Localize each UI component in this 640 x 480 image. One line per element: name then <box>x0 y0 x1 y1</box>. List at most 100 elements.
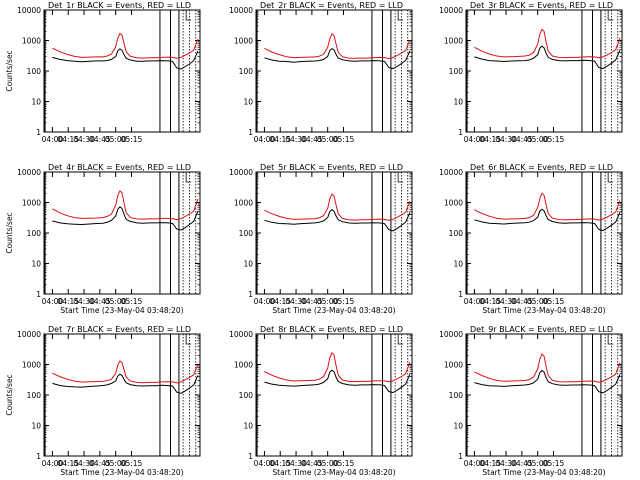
chart-title: Det_2r BLACK = Events, RED = LLD <box>260 1 403 10</box>
y-tick-label: 10 <box>31 422 41 431</box>
series-line-events <box>474 45 621 70</box>
series-line-events <box>264 369 411 394</box>
x-tick-label: 04:30 <box>73 135 95 144</box>
chart-title: Det_3r BLACK = Events, RED = LLD <box>470 1 613 10</box>
marker-bracket <box>397 10 404 21</box>
marker-bracket <box>607 334 614 345</box>
x-tick-label: 05:15 <box>543 135 565 144</box>
series-line-lld <box>52 360 199 384</box>
y-tick-label: 10 <box>453 422 463 431</box>
plot-frame <box>465 9 623 133</box>
chart-panel-2: Det_2r BLACK = Events, RED = LLD 1 10 100 10… <box>229 1 413 144</box>
x-tick-label: 04:00 <box>42 135 64 144</box>
series-line-events <box>474 208 621 232</box>
chart-panel-7: Det_7r BLACK = Events, RED = LLD 1 10 100 10… <box>5 325 201 477</box>
x-tick-label: 04:00 <box>254 459 276 468</box>
x-axis-label: Start Time (23-May-04 03:48:20) <box>482 306 605 315</box>
x-tick-label: 04:45 <box>301 135 323 144</box>
chart-title: Det_5r BLACK = Events, RED = LLD <box>260 163 403 172</box>
chart-panel-5: Det_5r BLACK = Events, RED = LLD 1 10 100 10… <box>229 163 413 315</box>
x-tick-label: 04:00 <box>464 297 486 306</box>
y-tick-label: 1000 <box>234 361 253 370</box>
plot-frame <box>43 9 201 133</box>
x-tick-label: 04:30 <box>495 459 517 468</box>
series-line-lld <box>264 33 411 60</box>
x-tick-label: 05:15 <box>333 459 355 468</box>
x-tick-label: 04:45 <box>89 459 111 468</box>
x-tick-label: 05:00 <box>105 297 127 306</box>
y-tick-label: 10000 <box>17 330 41 339</box>
series-line-events <box>52 48 199 70</box>
x-tick-label: 04:30 <box>73 459 95 468</box>
y-tick-label: 10000 <box>439 330 463 339</box>
x-tick-label: 04:15 <box>479 459 501 468</box>
x-tick-label: 05:15 <box>121 297 143 306</box>
x-tick-label: 04:15 <box>269 135 291 144</box>
x-tick-label: 04:30 <box>285 135 307 144</box>
y-tick-label: 10000 <box>439 168 463 177</box>
y-tick-label: 10000 <box>17 6 41 15</box>
chart-panel-8: Det_8r BLACK = Events, RED = LLD 1 10 100 10… <box>229 325 413 477</box>
x-tick-label: 05:00 <box>317 135 339 144</box>
x-tick-label: 04:45 <box>511 135 533 144</box>
chart-title: Det_8r BLACK = Events, RED = LLD <box>260 325 403 334</box>
y-tick-label: 10 <box>31 98 41 107</box>
y-tick-label: 10000 <box>229 6 253 15</box>
y-axis-label: Counts/sec <box>5 374 14 415</box>
chart-title: Det_9r BLACK = Events, RED = LLD <box>470 325 613 334</box>
plot-frame <box>43 333 201 457</box>
x-tick-label: 04:45 <box>511 297 533 306</box>
marker-bracket <box>185 334 192 345</box>
chart-panel-9: Det_9r BLACK = Events, RED = LLD 1 10 100 10… <box>439 325 623 477</box>
series-line-events <box>52 206 199 231</box>
y-tick-label: 100 <box>449 67 464 76</box>
plot-frame <box>255 333 413 457</box>
x-tick-label: 04:30 <box>495 297 517 306</box>
series-line-lld <box>264 352 411 383</box>
y-tick-label: 1000 <box>444 37 463 46</box>
y-tick-label: 1 <box>248 452 253 461</box>
x-tick-label: 05:00 <box>527 459 549 468</box>
y-tick-label: 100 <box>27 391 42 400</box>
x-axis-label: Start Time (23-May-04 03:48:20) <box>482 468 605 477</box>
x-tick-label: 04:15 <box>57 135 79 144</box>
y-tick-label: 1 <box>458 290 463 299</box>
y-tick-label: 100 <box>449 229 464 238</box>
y-tick-label: 1000 <box>444 361 463 370</box>
chart-panel-4: Det_4r BLACK = Events, RED = LLD 1 10 100 10… <box>5 163 201 315</box>
x-tick-label: 04:15 <box>57 297 79 306</box>
x-tick-label: 04:15 <box>479 297 501 306</box>
x-tick-label: 05:00 <box>317 297 339 306</box>
y-tick-label: 10 <box>243 422 253 431</box>
x-tick-label: 04:00 <box>464 135 486 144</box>
series-line-events <box>264 48 411 70</box>
x-tick-label: 04:00 <box>42 459 64 468</box>
y-tick-label: 10000 <box>229 330 253 339</box>
marker-bracket <box>397 334 404 345</box>
x-tick-label: 04:45 <box>89 297 111 306</box>
x-axis-label: Start Time (23-May-04 03:48:20) <box>272 306 395 315</box>
series-line-lld <box>474 28 621 59</box>
x-tick-label: 04:45 <box>301 459 323 468</box>
marker-bracket <box>607 10 614 21</box>
x-tick-label: 05:15 <box>121 459 143 468</box>
series-line-lld <box>52 32 199 59</box>
x-axis-label: Start Time (23-May-04 03:48:20) <box>60 468 183 477</box>
y-tick-label: 100 <box>27 67 42 76</box>
plot-frame <box>465 333 623 457</box>
x-tick-label: 04:15 <box>269 297 291 306</box>
chart-title: Det_1r BLACK = Events, RED = LLD <box>48 1 191 10</box>
x-tick-label: 04:30 <box>285 297 307 306</box>
y-tick-label: 1000 <box>234 199 253 208</box>
plot-frame <box>255 9 413 133</box>
y-tick-label: 10 <box>453 260 463 269</box>
series-line-lld <box>474 353 621 383</box>
chart-title: Det_7r BLACK = Events, RED = LLD <box>48 325 191 334</box>
chart-panel-3: Det_3r BLACK = Events, RED = LLD 1 10 100 10… <box>439 1 623 144</box>
y-tick-label: 1000 <box>444 199 463 208</box>
y-tick-label: 10 <box>453 98 463 107</box>
marker-bracket <box>397 172 404 183</box>
x-tick-label: 05:15 <box>333 135 355 144</box>
x-tick-label: 05:15 <box>333 297 355 306</box>
